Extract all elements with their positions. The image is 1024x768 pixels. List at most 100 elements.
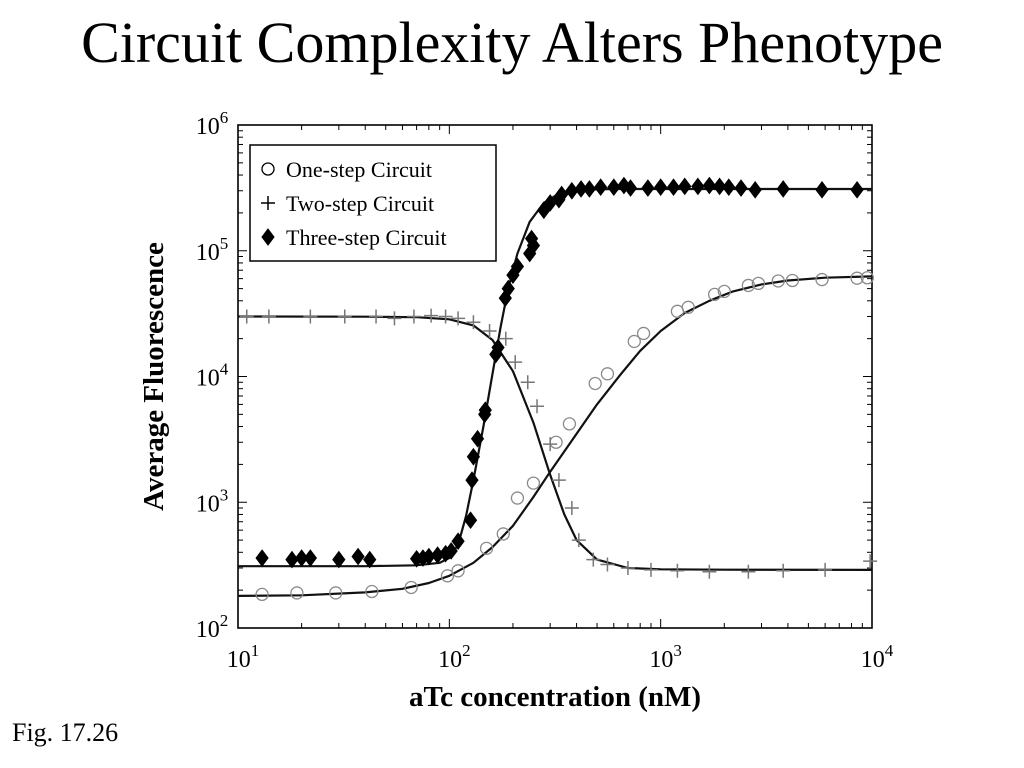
point-plus bbox=[482, 324, 497, 339]
point-diamond bbox=[815, 181, 829, 199]
point-plus bbox=[571, 533, 586, 548]
point-circle bbox=[588, 376, 602, 391]
point-diamond bbox=[776, 180, 790, 198]
legend-marker-diamond bbox=[261, 228, 275, 246]
point-circle bbox=[496, 527, 510, 541]
y-tick-labels: 102 103 104 105 106 bbox=[196, 108, 229, 643]
point-plus bbox=[466, 315, 481, 330]
point-diamond bbox=[463, 511, 478, 530]
point-circle bbox=[510, 491, 525, 505]
point-plus bbox=[498, 331, 513, 346]
point-diamond bbox=[666, 178, 681, 197]
x-tick-label: 103 bbox=[649, 641, 682, 673]
point-circle bbox=[404, 580, 418, 595]
point-diamond bbox=[466, 447, 481, 466]
point-circle bbox=[440, 569, 455, 583]
legend-label: One-step Circuit bbox=[286, 157, 432, 182]
point-circle bbox=[600, 367, 615, 381]
x-tick-label: 101 bbox=[227, 641, 260, 673]
point-circle bbox=[290, 586, 304, 600]
y-axis-label: Average Fluorescence bbox=[138, 242, 170, 511]
y-tick-label: 102 bbox=[196, 611, 229, 643]
point-circle bbox=[549, 435, 563, 449]
point-diamond bbox=[607, 178, 621, 197]
point-diamond bbox=[526, 236, 541, 255]
y-tick-label: 106 bbox=[196, 108, 229, 140]
point-plus bbox=[564, 501, 579, 516]
y-tick-label: 105 bbox=[196, 234, 229, 266]
point-plus bbox=[776, 563, 791, 578]
point-diamond bbox=[451, 532, 465, 551]
point-circle bbox=[717, 284, 731, 299]
point-circle bbox=[815, 272, 829, 287]
point-diamond bbox=[465, 471, 479, 489]
point-circle bbox=[451, 564, 465, 578]
point-diamond bbox=[470, 429, 485, 448]
point-diamond bbox=[691, 177, 705, 196]
point-diamond bbox=[678, 177, 692, 196]
point-plus bbox=[438, 309, 453, 324]
point-diamond bbox=[363, 550, 377, 569]
point-plus bbox=[702, 564, 717, 579]
point-diamond bbox=[722, 178, 736, 197]
point-diamond bbox=[294, 549, 309, 567]
x-axis-label: aTc concentration (nM) bbox=[409, 681, 701, 713]
axis-ticks bbox=[237, 124, 873, 629]
point-circle bbox=[365, 584, 379, 599]
point-plus bbox=[424, 308, 439, 323]
point-diamond bbox=[712, 177, 727, 196]
point-circle bbox=[785, 273, 800, 288]
point-plus bbox=[451, 311, 466, 326]
point-plus bbox=[543, 437, 558, 452]
point-plus bbox=[643, 562, 658, 577]
point-plus bbox=[741, 564, 756, 579]
figure-caption: Fig. 17.26 bbox=[12, 718, 119, 747]
point-plus bbox=[600, 557, 615, 572]
point-plus bbox=[818, 562, 833, 577]
point-plus bbox=[551, 473, 566, 488]
point-plus bbox=[620, 561, 635, 576]
point-circle bbox=[850, 271, 864, 285]
point-circle bbox=[707, 287, 722, 302]
point-diamond bbox=[332, 550, 346, 569]
point-circle bbox=[255, 587, 269, 602]
point-plus bbox=[863, 554, 878, 569]
point-plus bbox=[670, 563, 685, 578]
y-tick-label: 103 bbox=[196, 485, 229, 517]
point-plus bbox=[520, 375, 535, 390]
point-diamond bbox=[582, 180, 597, 198]
point-diamond bbox=[641, 179, 655, 197]
point-circle bbox=[562, 417, 577, 431]
point-diamond bbox=[850, 181, 864, 199]
legend-marker-plus bbox=[261, 196, 275, 210]
slide-title: Circuit Complexity Alters Phenotype bbox=[81, 10, 943, 75]
y-tick-label: 104 bbox=[196, 360, 229, 392]
x-tick-labels: 101 102 103 104 bbox=[227, 641, 894, 673]
point-diamond bbox=[594, 178, 608, 197]
point-plus bbox=[406, 309, 421, 324]
legend-marker-circle bbox=[261, 162, 275, 176]
point-plus bbox=[261, 309, 276, 324]
point-diamond bbox=[351, 547, 365, 566]
point-plus bbox=[369, 309, 384, 324]
point-circle bbox=[627, 334, 641, 349]
point-plus bbox=[530, 399, 545, 414]
point-plus bbox=[337, 309, 352, 324]
x-tick-label: 102 bbox=[438, 641, 471, 673]
point-diamond bbox=[478, 401, 492, 419]
point-diamond bbox=[623, 179, 638, 197]
point-plus bbox=[303, 309, 318, 324]
point-circle bbox=[479, 541, 494, 555]
point-circle bbox=[636, 326, 651, 341]
point-plus bbox=[508, 355, 523, 370]
x-tick-label: 104 bbox=[861, 641, 894, 673]
fit-curve bbox=[237, 275, 873, 597]
point-diamond bbox=[255, 549, 269, 567]
legend-label: Three-step Circuit bbox=[286, 225, 447, 250]
point-circle bbox=[771, 274, 785, 288]
point-diamond bbox=[702, 176, 716, 195]
point-diamond bbox=[303, 549, 317, 567]
point-plus bbox=[239, 309, 254, 324]
legend-label: Two-step Circuit bbox=[286, 191, 434, 216]
